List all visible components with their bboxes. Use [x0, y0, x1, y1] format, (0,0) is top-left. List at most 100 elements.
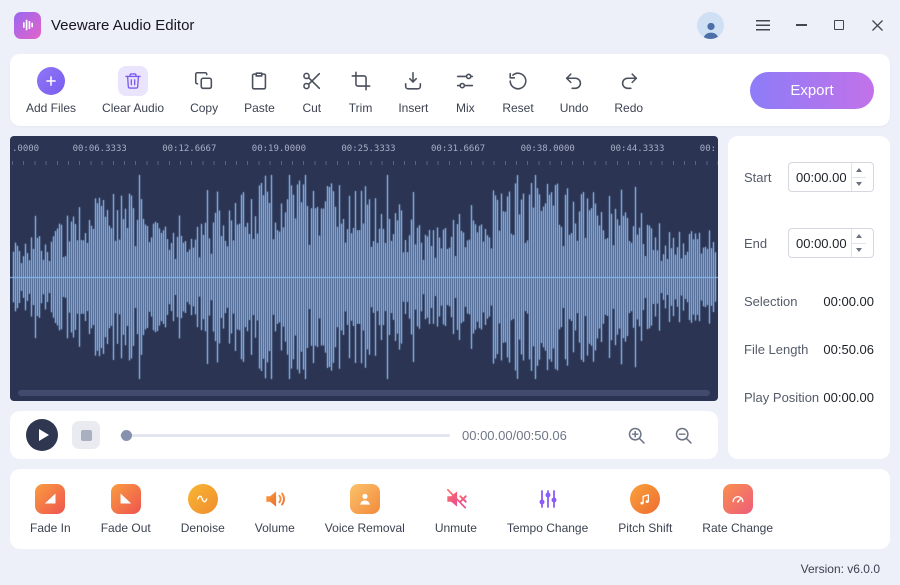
- transport-bar: 00:00.00/00:50.06: [10, 411, 718, 459]
- tool-label: Cut: [302, 100, 322, 115]
- maximize-icon[interactable]: [830, 16, 848, 34]
- stop-icon: [80, 429, 92, 441]
- selection-row: Selection 00:00.00: [744, 294, 874, 309]
- reset-icon: [507, 66, 529, 96]
- fx-label: Tempo Change: [506, 520, 589, 535]
- tempo-change-button[interactable]: Tempo Change: [507, 484, 588, 535]
- add-files-button[interactable]: Add Files: [26, 66, 76, 115]
- end-time-field: [788, 228, 874, 258]
- pitch-shift-button[interactable]: Pitch Shift: [618, 483, 673, 535]
- end-spin-up-icon[interactable]: [852, 229, 866, 244]
- end-label: End: [744, 235, 768, 251]
- copy-icon: [193, 66, 215, 96]
- tool-label: Undo: [559, 100, 589, 115]
- end-time-input[interactable]: [789, 229, 851, 257]
- voice-removal-button[interactable]: Voice Removal: [324, 483, 405, 535]
- menu-icon[interactable]: [754, 16, 772, 34]
- rate-change-button[interactable]: Rate Change: [702, 483, 774, 535]
- waveform-display[interactable]: [10, 166, 718, 388]
- zoom-out-icon[interactable]: [673, 425, 694, 446]
- seek-thumb[interactable]: [121, 430, 132, 441]
- start-time-field: [788, 162, 874, 192]
- seek-slider[interactable]: [120, 428, 450, 442]
- paste-button[interactable]: Paste: [244, 66, 275, 115]
- mix-button[interactable]: Mix: [454, 66, 476, 115]
- denoise-button[interactable]: Denoise: [180, 483, 225, 535]
- volume-button[interactable]: Volume: [255, 484, 295, 535]
- scissors-icon: [301, 66, 323, 96]
- properties-panel: Start End Selection 00:00.00: [728, 136, 890, 459]
- app-title: Veeware Audio Editor: [51, 16, 195, 34]
- stop-button[interactable]: [72, 421, 100, 449]
- ruler-label: 00:12.6667: [162, 144, 217, 154]
- undo-button[interactable]: Undo: [559, 66, 589, 115]
- version-text: Version: v6.0.0: [800, 562, 880, 576]
- horizontal-scrollbar[interactable]: [18, 390, 710, 396]
- end-spin-down-icon[interactable]: [852, 244, 866, 258]
- statusbar: Version: v6.0.0: [0, 553, 900, 585]
- clear-audio-button[interactable]: Clear Audio: [102, 65, 164, 115]
- play-position-row: Play Position 00:00.00: [744, 390, 874, 405]
- tool-label: Insert: [398, 100, 429, 115]
- selection-label: Selection: [744, 294, 798, 309]
- tool-label: Copy: [190, 100, 219, 115]
- fade-in-button[interactable]: Fade In: [30, 483, 71, 535]
- zoom-in-icon[interactable]: [626, 425, 647, 446]
- start-spin-up-icon[interactable]: [852, 163, 866, 178]
- ruler-label: .0000: [12, 144, 40, 154]
- effects-toolbar: Fade In Fade Out Denoise Volume Voice Re…: [10, 469, 890, 549]
- fade-in-icon: [35, 483, 66, 514]
- fx-label: Volume: [254, 520, 295, 535]
- timeline-ruler[interactable]: .0000 00:06.3333 00:12.6667 00:19.0000 00:25…: [10, 144, 718, 166]
- play-position-value: 00:00.00: [823, 390, 874, 405]
- person-icon: [349, 483, 380, 514]
- sliders-icon: [533, 484, 563, 514]
- crop-icon: [350, 66, 372, 96]
- fade-out-button[interactable]: Fade Out: [101, 483, 151, 535]
- export-button[interactable]: Export: [750, 71, 874, 109]
- fx-label: Fade In: [30, 520, 71, 535]
- start-label: Start: [744, 169, 772, 185]
- seek-track: [120, 434, 450, 437]
- tool-label: Redo: [614, 100, 644, 115]
- ruler-label: 00:06.3333: [72, 144, 127, 154]
- ruler-label: 00:38.0000: [520, 144, 575, 154]
- selection-value: 00:00.00: [823, 294, 874, 309]
- close-icon[interactable]: [868, 16, 886, 34]
- redo-icon: [618, 66, 640, 96]
- insert-icon: [402, 66, 424, 96]
- minimize-icon[interactable]: [792, 16, 810, 34]
- cut-button[interactable]: Cut: [301, 66, 323, 115]
- start-spin-down-icon[interactable]: [852, 178, 866, 192]
- tool-label: Paste: [244, 100, 275, 115]
- reset-button[interactable]: Reset: [502, 66, 534, 115]
- file-length-value: 00:50.06: [823, 342, 874, 357]
- ruler-label: 00:: [699, 144, 717, 154]
- waveform-panel[interactable]: .0000 00:06.3333 00:12.6667 00:19.0000 00:25…: [10, 136, 718, 401]
- muted-speaker-icon: [441, 484, 471, 514]
- music-note-icon: [630, 483, 661, 514]
- app-logo-icon: [14, 11, 41, 39]
- unmute-button[interactable]: Unmute: [435, 484, 477, 535]
- user-avatar[interactable]: [697, 11, 724, 39]
- titlebar: Veeware Audio Editor: [0, 0, 900, 50]
- file-length-label: File Length: [744, 342, 809, 357]
- play-button[interactable]: [26, 419, 58, 451]
- copy-button[interactable]: Copy: [190, 66, 218, 115]
- undo-icon: [563, 66, 585, 96]
- play-icon: [38, 429, 49, 441]
- start-time-input[interactable]: [789, 163, 851, 191]
- fx-label: Voice Removal: [324, 520, 405, 535]
- redo-button[interactable]: Redo: [614, 66, 643, 115]
- fx-label: Pitch Shift: [618, 520, 673, 535]
- fx-label: Rate Change: [702, 520, 774, 535]
- fx-label: Denoise: [180, 520, 225, 535]
- ruler-label: 00:44.3333: [610, 144, 665, 154]
- ruler-label: 00:19.0000: [251, 144, 306, 154]
- add-circle-icon: [37, 66, 66, 95]
- tool-label: Trim: [348, 100, 373, 115]
- main-toolbar: Add Files Clear Audio Copy Paste Cut Tri…: [10, 54, 890, 126]
- tool-label: Reset: [502, 100, 534, 115]
- insert-button[interactable]: Insert: [398, 66, 428, 115]
- trim-button[interactable]: Trim: [348, 66, 373, 115]
